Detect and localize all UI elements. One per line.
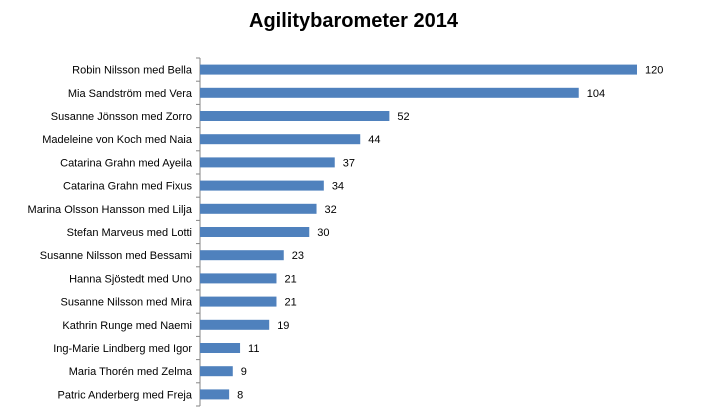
category-label: Robin Nilsson med Bella (72, 65, 193, 77)
value-label: 8 (237, 389, 243, 401)
category-label: Hanna Sjöstedt med Uno (69, 273, 192, 285)
bar (200, 227, 310, 237)
value-label: 120 (645, 65, 663, 77)
value-label: 104 (587, 88, 605, 100)
category-label: Maria Thorén med Zelma (69, 366, 193, 378)
value-label: 34 (332, 181, 344, 193)
value-label: 30 (317, 227, 329, 239)
category-label: Marina Olsson Hansson med Lilja (28, 204, 193, 216)
value-label: 11 (248, 343, 259, 355)
bar (200, 319, 270, 330)
bar (200, 157, 335, 168)
chart-title: Agilitybarometer 2014 (249, 10, 458, 32)
category-label: Susanne Jönsson med Zorro (51, 111, 192, 123)
bar (200, 87, 579, 98)
bar (200, 273, 277, 284)
value-label: 32 (325, 204, 337, 216)
value-label: 37 (343, 157, 355, 169)
bar (200, 343, 241, 353)
category-label: Ing-Marie Lindberg med Igor (53, 343, 192, 355)
axis-group (196, 57, 201, 407)
bar (200, 366, 233, 377)
category-label: Catarina Grahn med Fixus (63, 181, 192, 193)
bar (200, 180, 324, 191)
bars-group (200, 64, 637, 400)
category-label: Catarina Grahn med Ayeila (60, 157, 193, 169)
category-label: Kathrin Runge med Naemi (62, 320, 192, 332)
bar (200, 111, 390, 121)
category-label: Susanne Nilsson med Mira (61, 297, 193, 309)
category-label: Madeleine von Koch med Naia (42, 134, 193, 146)
value-label: 19 (277, 320, 289, 332)
value-label: 9 (241, 366, 247, 378)
bar (200, 134, 361, 145)
category-label: Mia Sandström med Vera (68, 88, 193, 100)
value-label: 23 (292, 250, 304, 262)
bar (200, 203, 317, 214)
value-label: 44 (368, 134, 380, 146)
value-label: 21 (284, 297, 296, 309)
category-label: Patric Anderberg med Freja (57, 389, 192, 401)
bar (200, 64, 637, 75)
category-label: Susanne Nilsson med Bessami (40, 250, 192, 262)
category-label: Stefan Marveus med Lotti (67, 227, 192, 239)
value-label: 21 (284, 273, 296, 285)
bar (200, 250, 284, 261)
bar (200, 389, 230, 400)
value-label: 52 (397, 111, 409, 123)
bar (200, 296, 277, 307)
labels-group: Robin Nilsson med Bella 120 Mia Sandström … (28, 65, 664, 402)
